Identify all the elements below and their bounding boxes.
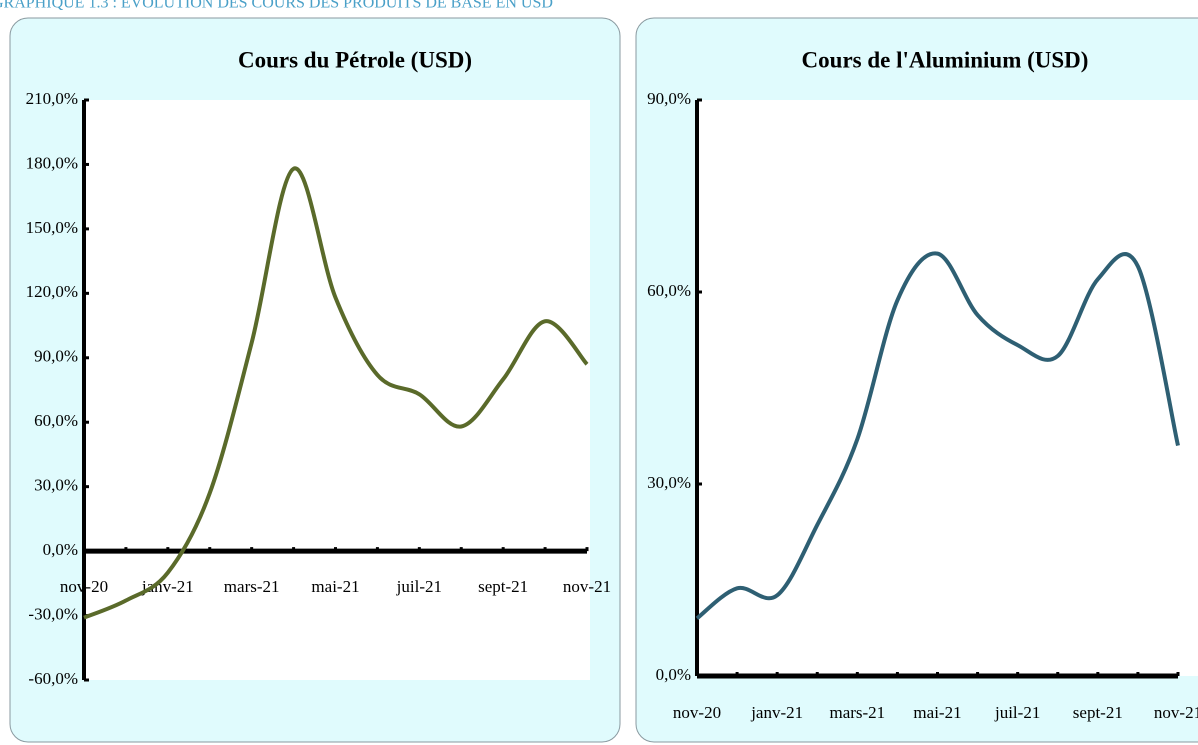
- y-tick-label: 60,0%: [34, 411, 78, 430]
- y-tick-label: 180,0%: [26, 153, 78, 172]
- x-tick-label: mai-21: [311, 577, 359, 596]
- chart-title: Cours de l'Aluminium (USD): [802, 47, 1089, 72]
- x-tick-label: mars-21: [224, 577, 280, 596]
- y-tick-label: 90,0%: [647, 89, 691, 108]
- x-tick-label: sept-21: [478, 577, 528, 596]
- y-tick-label: 150,0%: [26, 218, 78, 237]
- y-tick-label: 30,0%: [34, 476, 78, 495]
- plot-area: [697, 100, 1198, 676]
- x-tick-label: mars-21: [829, 703, 885, 722]
- x-tick-label: juil-21: [994, 703, 1040, 722]
- x-tick-label: janv-21: [750, 703, 803, 722]
- y-tick-label: 90,0%: [34, 347, 78, 366]
- plot-area: [84, 100, 590, 680]
- y-tick-label: 0,0%: [656, 665, 691, 684]
- x-tick-label: nov-20: [673, 703, 721, 722]
- data-line: [83, 166, 589, 620]
- x-tick-label: mai-21: [913, 703, 961, 722]
- x-tick-label: juil-21: [396, 577, 442, 596]
- chart-title: Cours du Pétrole (USD): [238, 47, 472, 72]
- y-tick-label: 30,0%: [647, 473, 691, 492]
- header: GRAPHIQUE 1.3 : EVOLUTION DES COURS DES …: [0, 0, 553, 12]
- y-tick-label: 60,0%: [647, 281, 691, 300]
- x-tick-label: janv-21: [141, 577, 194, 596]
- x-tick-label: sept-21: [1073, 703, 1123, 722]
- y-tick-label: 120,0%: [26, 282, 78, 301]
- y-tick-label: 210,0%: [26, 89, 78, 108]
- data-line: [695, 251, 1180, 620]
- y-tick-label: -30,0%: [28, 604, 78, 623]
- x-tick-label: nov-21: [563, 577, 611, 596]
- y-tick-label: -60,0%: [28, 669, 78, 688]
- x-tick-label: nov-20: [60, 577, 108, 596]
- y-tick-label: 0,0%: [43, 540, 78, 559]
- x-tick-label: nov-21: [1154, 703, 1198, 722]
